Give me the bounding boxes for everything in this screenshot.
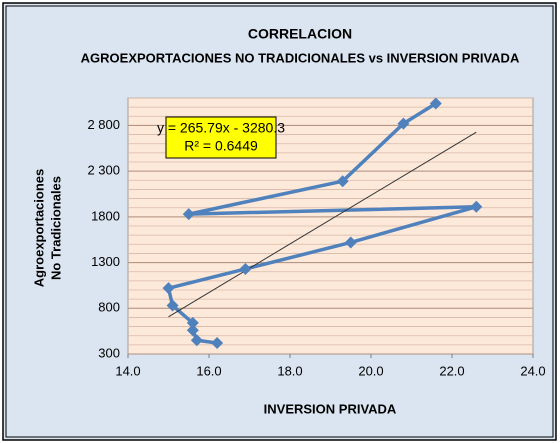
y-tick-label: 300 [98, 345, 120, 360]
r-squared: R² = 0.6449 [184, 138, 258, 154]
point [336, 175, 349, 188]
trendline [168, 131, 477, 318]
y-axis-label: Agroexportaciones [31, 169, 46, 287]
point [186, 316, 199, 329]
equation-box [165, 116, 277, 159]
y-tick-label: 1300 [91, 254, 120, 269]
chart-frame [5, 5, 554, 438]
x-axis-label: INVERSION PRIVADA [264, 401, 397, 416]
point [162, 282, 175, 295]
chart-title: CORRELACION [248, 26, 352, 42]
x-tick-label: 14.0 [115, 363, 140, 378]
y-axis-label: No Tradicionales [48, 176, 63, 280]
equation: y = 265.79x - 3280.3 [157, 120, 285, 136]
y-tick-label: 1800 [91, 208, 120, 223]
x-tick-label: 18.0 [277, 363, 302, 378]
x-tick-label: 20.0 [358, 363, 383, 378]
point [344, 236, 357, 249]
point [470, 200, 483, 213]
y-tick-label: 800 [98, 300, 120, 315]
point [397, 117, 410, 130]
y-tick-label: 2 300 [87, 163, 120, 178]
y-tick-label: 2 800 [87, 117, 120, 132]
point [186, 324, 199, 337]
point [239, 262, 252, 275]
point [166, 299, 179, 312]
point [182, 208, 195, 221]
point [190, 334, 203, 347]
x-tick-label: 24.0 [520, 363, 545, 378]
point [429, 97, 442, 110]
chart-subtitle: AGROEXPORTACIONES NO TRADICIONALES vs IN… [81, 50, 520, 65]
x-tick-label: 22.0 [439, 363, 464, 378]
point [211, 337, 224, 350]
x-tick-label: 16.0 [196, 363, 221, 378]
